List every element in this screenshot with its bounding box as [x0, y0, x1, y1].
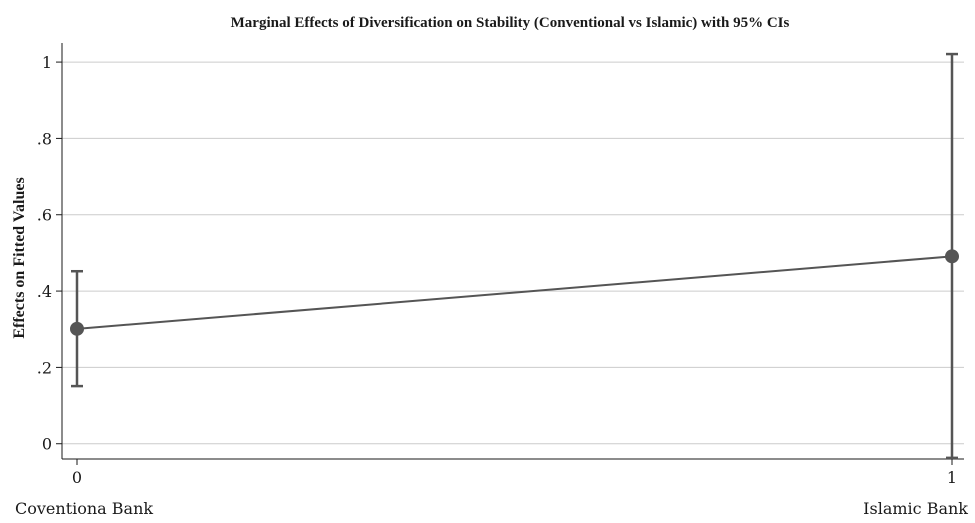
x-ticks: 0 Coventiona Bank 1 Islamic Bank [15, 459, 968, 518]
series-line [76, 255, 953, 330]
y-tick-label: .6 [37, 206, 52, 225]
chart-title: Marginal Effects of Diversification on S… [231, 15, 790, 31]
x-category-label: Islamic Bank [863, 499, 968, 518]
x-tick-label: 1 [947, 468, 957, 487]
grid-lines [62, 61, 964, 445]
x-category-label: Coventiona Bank [15, 499, 153, 518]
data-point [70, 321, 84, 336]
data-point [945, 249, 959, 264]
x-tick-label: 0 [72, 468, 82, 487]
y-tick-label: .8 [37, 129, 52, 148]
y-tick-label: .2 [37, 358, 52, 377]
y-tick-label: 0 [42, 435, 52, 454]
y-tick-label: .4 [37, 282, 52, 301]
y-ticks: 0 .2 .4 .6 .8 1 [37, 53, 62, 454]
axes [61, 43, 964, 460]
series-layer [70, 52, 959, 460]
y-tick-label: 1 [42, 53, 52, 72]
y-axis-label: Effects on Fitted Values [11, 177, 28, 338]
